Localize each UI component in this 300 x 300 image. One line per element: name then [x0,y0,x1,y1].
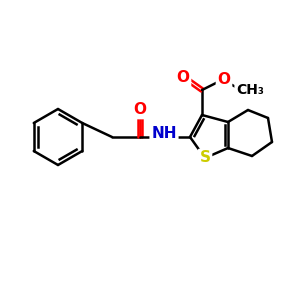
Text: S: S [200,151,211,166]
Text: NH: NH [151,127,177,142]
Text: O: O [134,103,146,118]
Text: O: O [218,73,230,88]
Text: O: O [176,70,190,86]
Text: CH₃: CH₃ [236,83,264,97]
